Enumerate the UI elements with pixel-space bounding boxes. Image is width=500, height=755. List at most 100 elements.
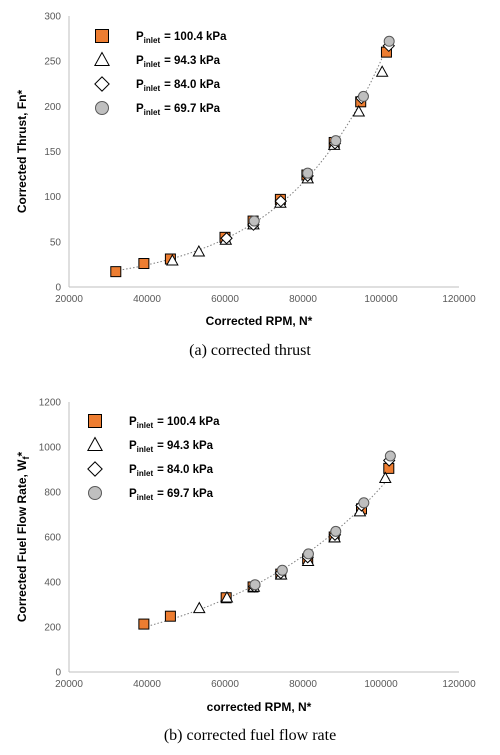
figure-caption: (b) corrected fuel flow rate xyxy=(164,727,336,744)
y-axis-title: Corrected Fuel Flow Rate, Wf* xyxy=(15,451,31,622)
legend-marker-diamond xyxy=(87,461,103,477)
y-tick-label: 0 xyxy=(55,668,61,679)
legend-label-p: P xyxy=(136,103,144,115)
figure-caption: (a) corrected thrust xyxy=(189,342,311,359)
y-tick-label: 150 xyxy=(44,147,61,158)
data-point-circle xyxy=(383,35,395,47)
x-tick-label: 60000 xyxy=(211,294,239,305)
y-tick-label: 300 xyxy=(44,12,61,23)
legend-label-value: = 100.4 kPa xyxy=(157,416,220,428)
legend-label: Pinlet = 69.7 kPa xyxy=(129,488,214,502)
x-tick-label: 100000 xyxy=(364,679,398,690)
data-point-triangle xyxy=(192,244,206,257)
legend-label-value: = 69.7 kPa xyxy=(157,488,214,500)
y-tick-label: 400 xyxy=(44,578,61,589)
legend-label-value: = 94.3 kPa xyxy=(157,440,214,452)
x-tick-label: 100000 xyxy=(364,294,398,305)
legend-label-value: = 94.3 kPa xyxy=(164,55,221,67)
legend-label: Pinlet = 100.4 kPa xyxy=(136,31,227,45)
legend-marker-square xyxy=(88,414,102,428)
y-tick-label: 800 xyxy=(44,488,61,499)
x-tick-label: 20000 xyxy=(55,294,83,305)
data-point-circle xyxy=(330,525,342,537)
legend-label-sub: inlet xyxy=(137,469,154,478)
data-point-circle xyxy=(302,167,314,179)
data-point-circle xyxy=(357,90,369,102)
legend-label-sub: inlet xyxy=(137,421,154,430)
x-tick-label: 60000 xyxy=(211,679,239,690)
legend-label: Pinlet = 84.0 kPa xyxy=(129,464,214,478)
x-tick-label: 120000 xyxy=(442,679,476,690)
data-point-triangle xyxy=(220,590,234,603)
y-tick-label: 0 xyxy=(55,283,61,294)
x-tick-label: 20000 xyxy=(55,679,83,690)
legend-marker-diamond xyxy=(94,76,110,92)
legend-label-p: P xyxy=(136,55,144,67)
y-tick-label: 200 xyxy=(44,623,61,634)
legend-label: Pinlet = 69.7 kPa xyxy=(136,103,221,117)
y-axis-title-main: Corrected Fuel Flow Rate, W xyxy=(15,459,29,622)
y-axis-title-sub: f xyxy=(21,455,31,459)
x-tick-label: 120000 xyxy=(442,294,476,305)
legend-label-value: = 84.0 kPa xyxy=(164,79,221,91)
data-point-circle xyxy=(384,450,396,462)
data-point-square xyxy=(138,258,150,270)
legend-marker-circle xyxy=(88,486,102,500)
legend-marker-triangle xyxy=(87,436,103,452)
legend-label-value: = 84.0 kPa xyxy=(157,464,214,476)
x-tick-label: 80000 xyxy=(289,294,317,305)
data-point-square xyxy=(164,610,176,622)
data-point-circle xyxy=(330,135,342,147)
x-axis-title: corrected RPM, N* xyxy=(207,700,312,714)
data-point-circle xyxy=(302,548,314,560)
thrust-chart: 20000 40000 60000 80000 100000 120000 0 50 100 15… xyxy=(15,12,476,360)
y-tick-label: 250 xyxy=(44,57,61,68)
legend-label: Pinlet = 94.3 kPa xyxy=(129,440,214,454)
x-axis-title: Corrected RPM, N* xyxy=(206,314,313,328)
legend-label-sub: inlet xyxy=(137,493,154,502)
legend-label-sub: inlet xyxy=(144,108,161,117)
legend-marker-circle xyxy=(95,101,109,115)
data-point-triangle xyxy=(166,254,179,266)
x-tick-label: 40000 xyxy=(133,679,161,690)
y-tick-label: 100 xyxy=(44,192,61,203)
legend-label-p: P xyxy=(129,416,137,428)
data-point-circle xyxy=(248,215,260,227)
legend-marker-square xyxy=(95,29,109,43)
legend-label-value: = 100.4 kPa xyxy=(164,31,227,43)
data-point-triangle xyxy=(378,471,392,484)
legend-label-p: P xyxy=(136,79,144,91)
y-tick-label: 1200 xyxy=(39,398,62,409)
legend-label: Pinlet = 94.3 kPa xyxy=(136,55,221,69)
legend-label-p: P xyxy=(129,464,137,476)
data-point-diamond xyxy=(274,194,287,208)
legend-label-p: P xyxy=(136,31,144,43)
trendline xyxy=(115,41,390,272)
fuel-flow-chart: 20000 40000 60000 80000 100000 120000 0 200 400 6… xyxy=(15,398,476,745)
legend-label: Pinlet = 84.0 kPa xyxy=(136,79,221,93)
y-axis-title-end: * xyxy=(15,451,29,456)
legend-label-sub: inlet xyxy=(137,445,154,454)
data-point-circle xyxy=(276,564,288,576)
legend-label-p: P xyxy=(129,440,137,452)
legend-label-value: = 69.7 kPa xyxy=(164,103,221,115)
data-point-triangle xyxy=(375,65,389,77)
data-point-diamond xyxy=(220,232,233,245)
x-tick-label: 80000 xyxy=(289,679,317,690)
legend-label: Pinlet = 100.4 kPa xyxy=(129,416,220,430)
y-axis-title: Corrected Thrust, Fn* xyxy=(15,90,29,214)
data-point-circle xyxy=(358,497,370,509)
x-tick-label: 40000 xyxy=(133,294,161,305)
legend-label-p: P xyxy=(129,488,137,500)
trendline xyxy=(143,476,391,628)
legend-marker-triangle xyxy=(94,51,110,67)
legend-label-sub: inlet xyxy=(144,84,161,93)
y-tick-label: 600 xyxy=(44,533,61,544)
y-tick-label: 50 xyxy=(50,237,62,248)
y-tick-label: 1000 xyxy=(39,443,62,454)
legend-label-sub: inlet xyxy=(144,36,161,45)
data-point-triangle xyxy=(352,104,366,117)
data-point-square xyxy=(138,618,150,630)
